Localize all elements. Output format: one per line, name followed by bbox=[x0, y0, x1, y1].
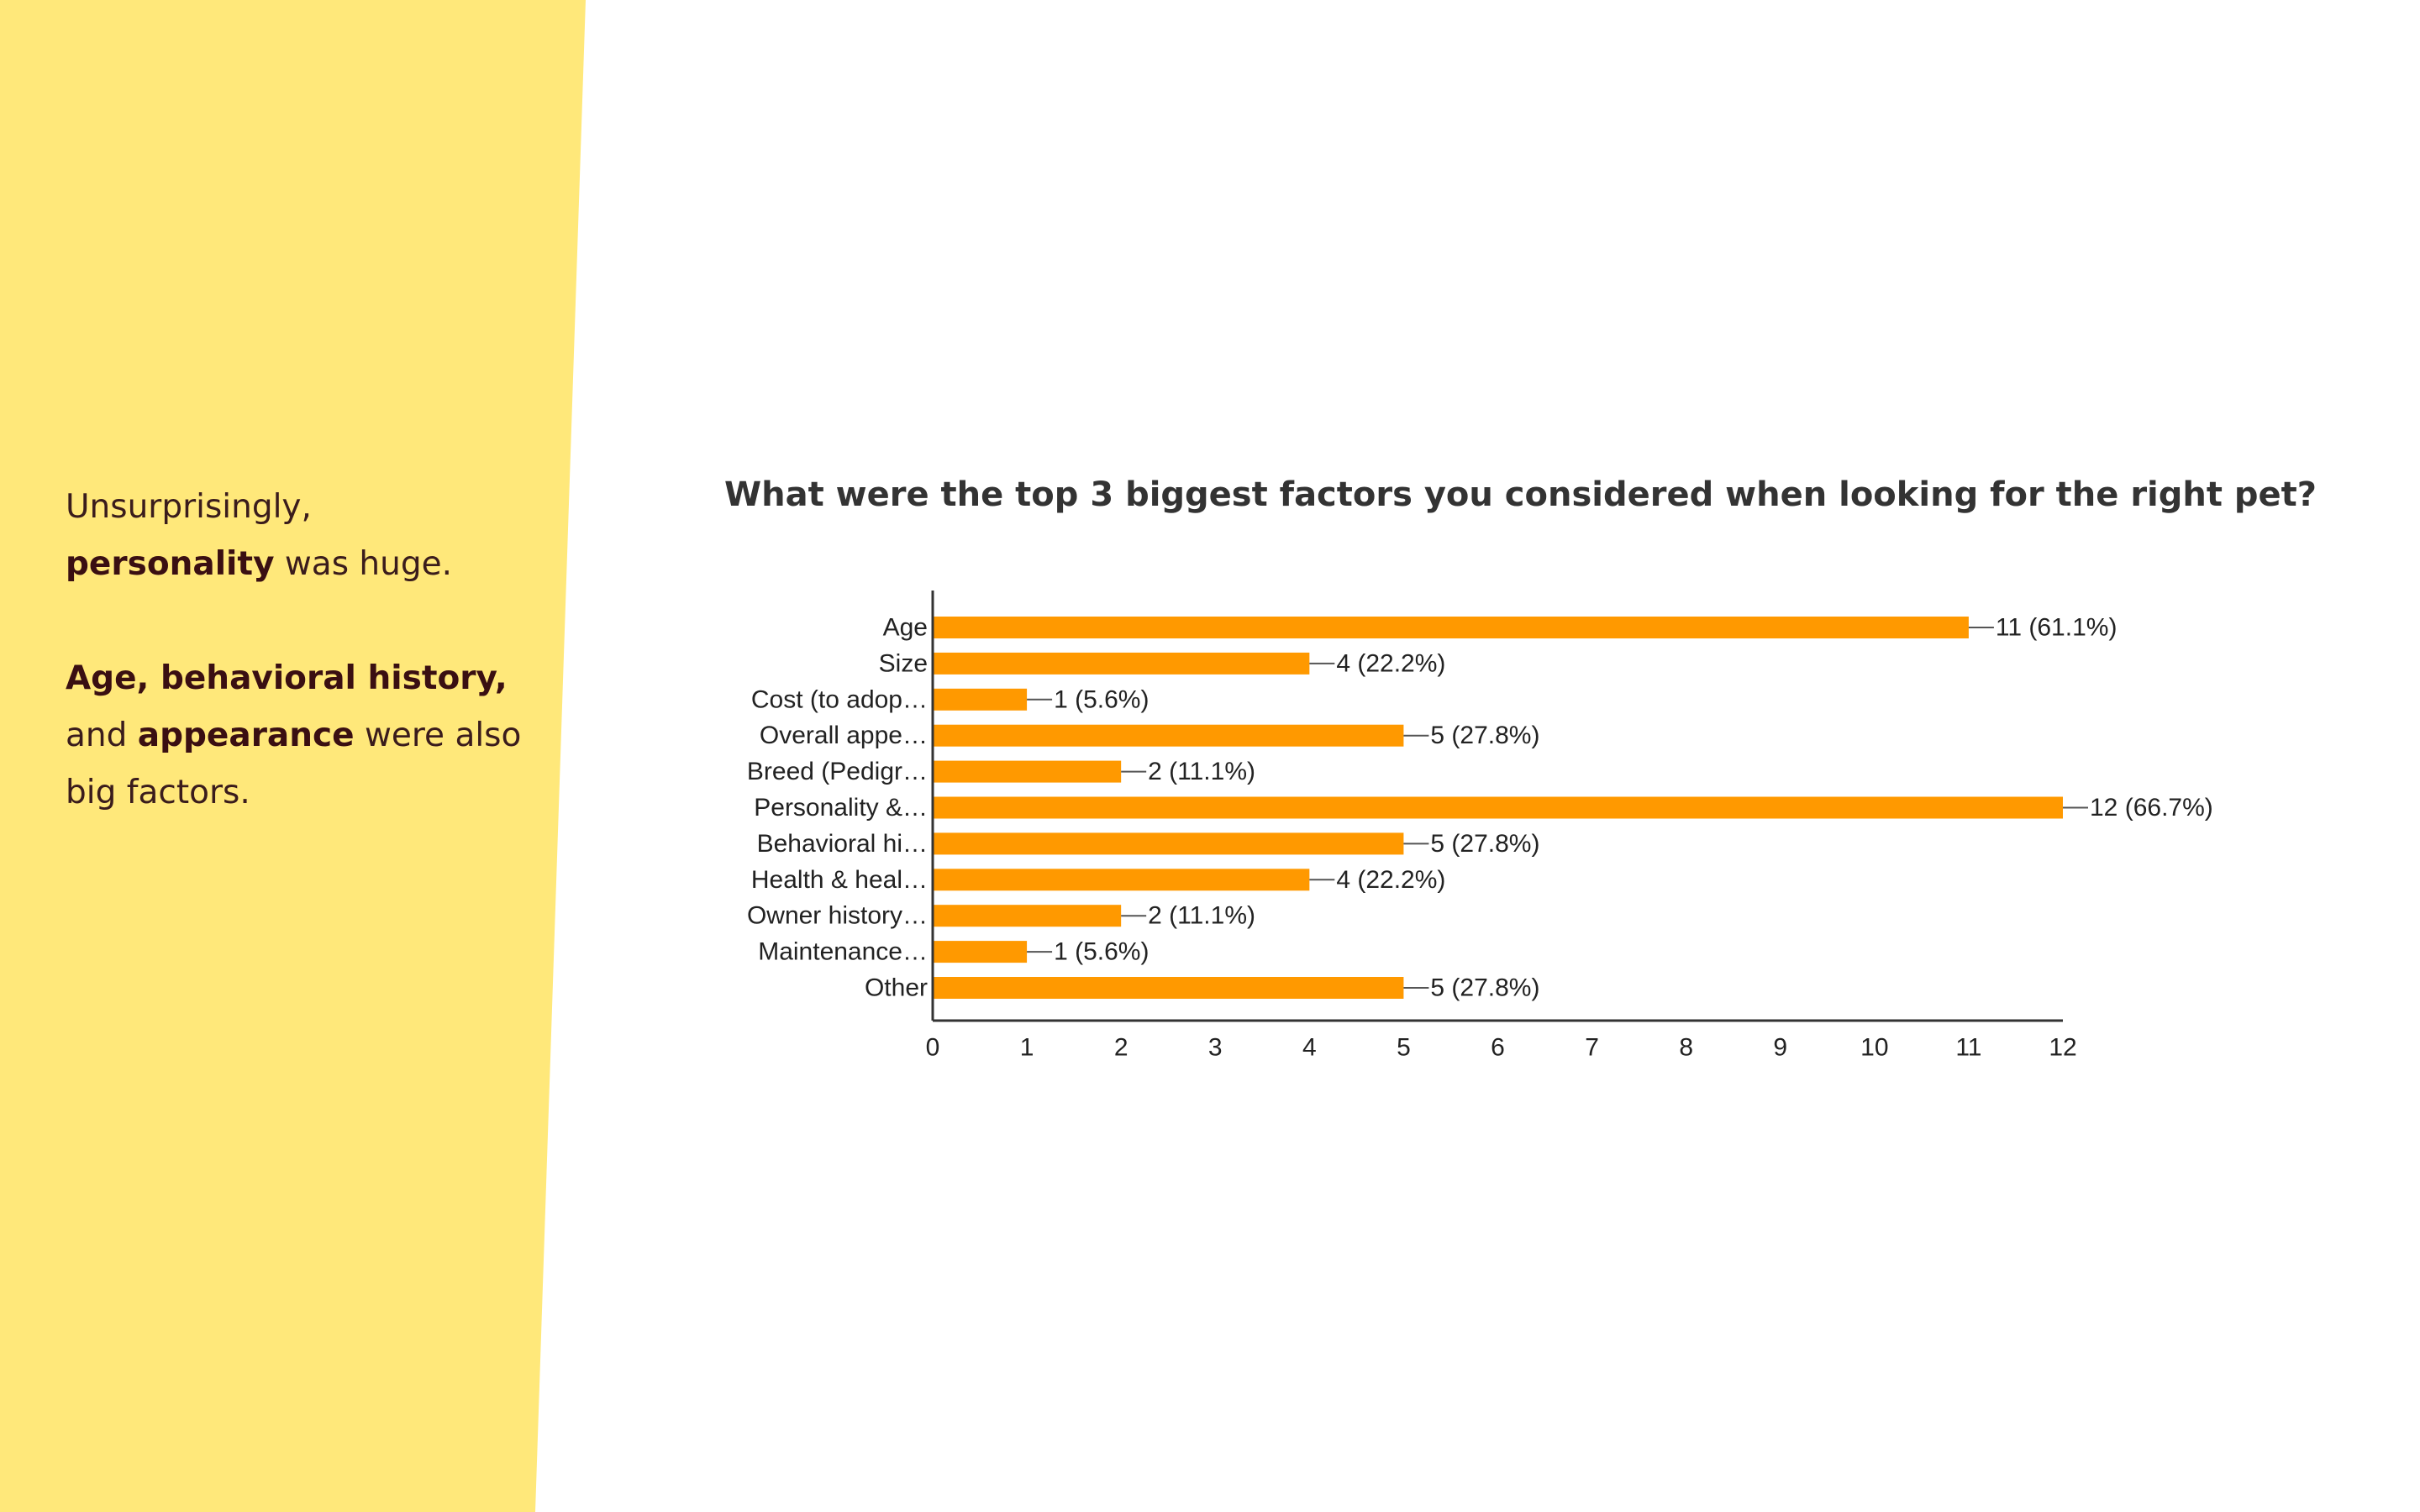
bar-0 bbox=[933, 617, 1969, 638]
x-tick-label-6: 6 bbox=[1491, 1034, 1505, 1062]
category-label-5: Personality &… bbox=[754, 794, 928, 822]
bar-series bbox=[933, 617, 2063, 999]
commentary-paragraph-2: Age, behavioral history, and appearance … bbox=[66, 650, 536, 822]
data-labels: 11 (61.1%) 4 (22.2%) 1 (5.6%) 5 (27.8%) 2 (1… bbox=[1054, 614, 2213, 1002]
bar-4 bbox=[933, 760, 1122, 783]
commentary-paragraph-1: Unsurprisingly, personality was huge. bbox=[66, 479, 536, 593]
x-tick-label-0: 0 bbox=[926, 1034, 940, 1062]
data-label-9: 1 (5.6%) bbox=[1054, 938, 1149, 966]
data-label-connectors bbox=[1027, 627, 2088, 989]
bar-2 bbox=[933, 688, 1028, 711]
commentary-highlight-age-behavior: Age, behavioral history, bbox=[66, 659, 508, 697]
category-label-2: Cost (to adop… bbox=[751, 685, 928, 713]
x-tick-label-8: 8 bbox=[1679, 1034, 1693, 1062]
bar-3 bbox=[933, 724, 1404, 747]
data-label-7: 4 (22.2%) bbox=[1336, 866, 1445, 894]
data-label-8: 2 (11.1%) bbox=[1148, 902, 1255, 930]
side-commentary: Unsurprisingly, personality was huge. Ag… bbox=[66, 479, 536, 879]
bar-1 bbox=[933, 652, 1310, 675]
category-label-1: Size bbox=[879, 649, 928, 677]
data-label-10: 5 (27.8%) bbox=[1430, 974, 1539, 1002]
bar-7 bbox=[933, 869, 1310, 891]
commentary-personality-text: was huge. bbox=[274, 545, 452, 583]
commentary-intro: Unsurprisingly, bbox=[66, 488, 312, 526]
bar-8 bbox=[933, 905, 1122, 927]
x-tick-label-1: 1 bbox=[1020, 1034, 1034, 1062]
data-label-5: 12 (66.7%) bbox=[2090, 794, 2213, 822]
category-label-6: Behavioral hi… bbox=[757, 830, 928, 858]
x-tick-label-12: 12 bbox=[2049, 1034, 2076, 1062]
data-label-1: 4 (22.2%) bbox=[1336, 649, 1445, 677]
data-label-4: 2 (11.1%) bbox=[1148, 758, 1255, 785]
x-tick-label-11: 11 bbox=[1955, 1034, 1981, 1062]
commentary-highlight-personality: personality bbox=[66, 545, 275, 583]
data-label-0: 11 (61.1%) bbox=[1996, 614, 2118, 642]
category-label-8: Owner history… bbox=[747, 902, 928, 930]
x-axis-ticks: 0 1 2 3 4 5 6 7 8 9 10 11 12 bbox=[926, 1034, 2077, 1062]
bar-5 bbox=[933, 796, 2063, 819]
category-label-10: Other bbox=[865, 974, 928, 1002]
x-tick-label-3: 3 bbox=[1208, 1034, 1223, 1062]
commentary-highlight-appearance: appearance bbox=[137, 717, 355, 754]
bar-6 bbox=[933, 832, 1404, 855]
x-tick-label-10: 10 bbox=[1860, 1034, 1888, 1062]
category-label-4: Breed (Pedigr… bbox=[747, 758, 928, 785]
category-labels: Age Size Cost (to adop… Overall appe… Breed … bbox=[747, 614, 928, 1002]
x-tick-label-4: 4 bbox=[1302, 1034, 1317, 1062]
bar-10 bbox=[933, 977, 1404, 999]
x-tick-label-7: 7 bbox=[1585, 1034, 1599, 1062]
category-label-7: Health & heal… bbox=[751, 866, 928, 894]
category-label-9: Maintenance… bbox=[758, 938, 928, 966]
commentary-and-text: and bbox=[66, 717, 138, 754]
data-label-6: 5 (27.8%) bbox=[1430, 830, 1539, 858]
category-label-3: Overall appe… bbox=[760, 722, 928, 749]
commentary-closing-text: were also big factors. bbox=[66, 717, 522, 811]
data-label-2: 1 (5.6%) bbox=[1054, 685, 1149, 713]
chart-title: What were the top 3 biggest factors you … bbox=[724, 475, 2317, 514]
data-label-3: 5 (27.8%) bbox=[1430, 722, 1539, 749]
bar-9 bbox=[933, 941, 1028, 963]
x-tick-label-2: 2 bbox=[1114, 1034, 1128, 1062]
category-label-0: Age bbox=[883, 614, 928, 642]
x-tick-label-5: 5 bbox=[1397, 1034, 1411, 1062]
x-tick-label-9: 9 bbox=[1773, 1034, 1787, 1062]
